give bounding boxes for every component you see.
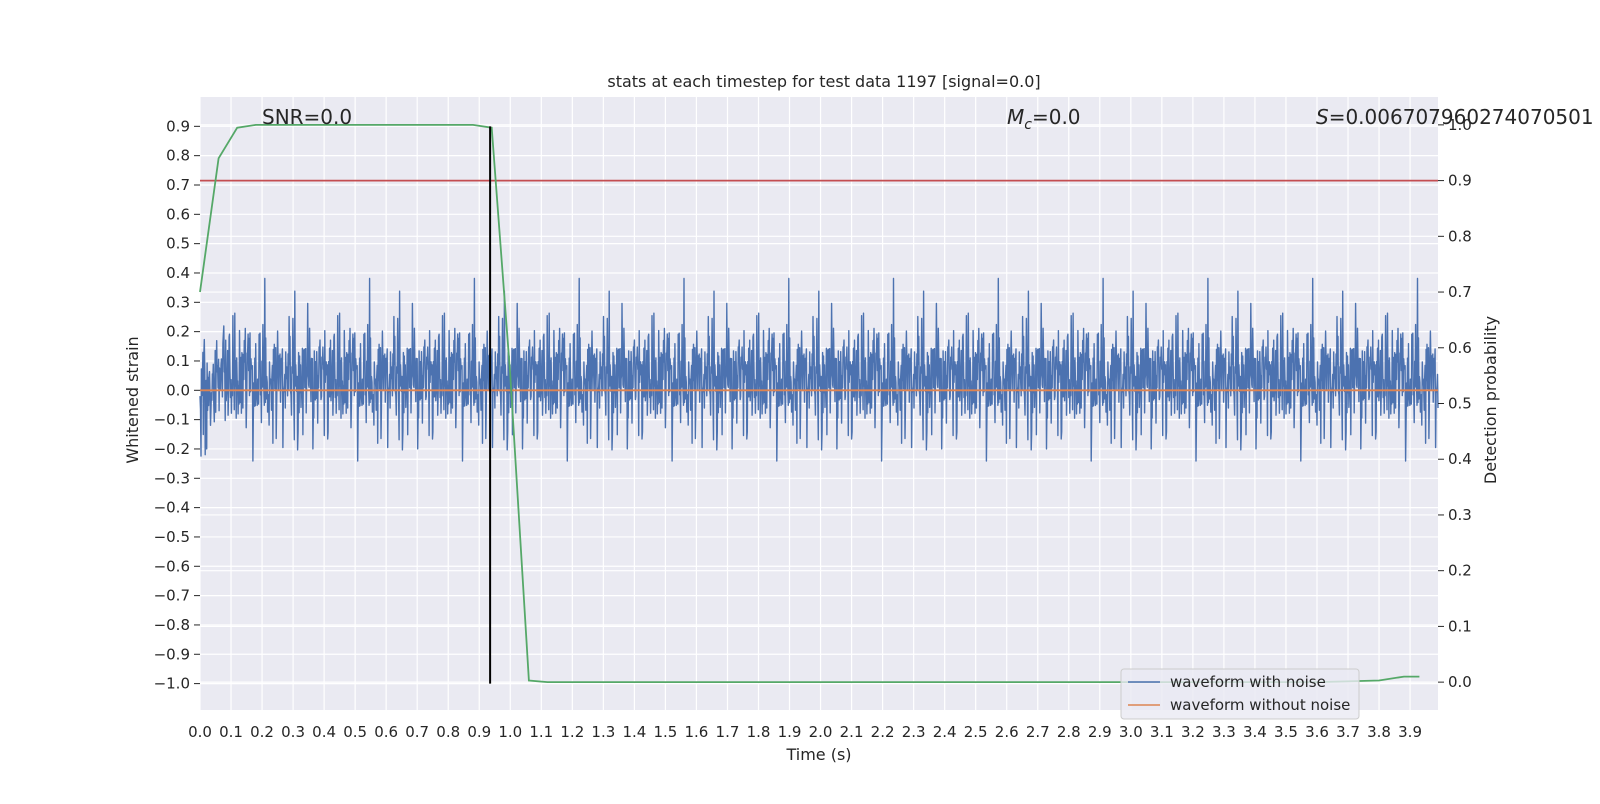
x-tick-label: 3.4	[1243, 723, 1267, 741]
y-axis-title: Whitened strain	[123, 336, 142, 463]
chart-title: stats at each timestep for test data 119…	[607, 72, 1040, 91]
s-value: =0.006707960274070501	[1329, 105, 1594, 129]
x-tick-label: 0.3	[281, 723, 305, 741]
mc-value: =0.0	[1032, 105, 1081, 129]
x-tick-label: 3.8	[1367, 723, 1391, 741]
x-axis-title: Time (s)	[785, 745, 851, 764]
y2-tick-label: 0.8	[1448, 227, 1472, 245]
x-tick-label: 3.0	[1119, 723, 1143, 741]
x-tick-label: 0.2	[250, 723, 274, 741]
x-tick-label: 1.3	[591, 723, 615, 741]
x-tick-label: 3.6	[1305, 723, 1329, 741]
y-tick-label: 0.0	[166, 381, 190, 399]
y-tick-label: 0.8	[166, 147, 190, 165]
score-annotation: S=0.006707960274070501	[1316, 105, 1594, 129]
y-tick-label: −0.4	[154, 499, 190, 517]
y-tick-label: −0.2	[154, 440, 190, 458]
tick-group: 0.0 0.1 0.2 0.3 0.4 0.5 0.6 0.7 0.8 0.9 1.0 1.1 1.2 1…	[154, 116, 1472, 741]
x-tick-label: 0.9	[467, 723, 491, 741]
y-tick-label: −1.0	[154, 675, 190, 693]
legend-box	[1120, 668, 1360, 720]
x-tick-label: 2.0	[809, 723, 833, 741]
y2-tick-label: 0.0	[1448, 673, 1472, 691]
mc-subscript: c	[1024, 117, 1032, 133]
snr-annotation: SNR=0.0	[262, 105, 352, 129]
y-tick-label: 0.4	[166, 264, 190, 282]
y2-axis-title: Detection probability	[1481, 316, 1500, 484]
y-tick-label: −0.6	[154, 557, 190, 575]
y-tick-label: −0.3	[154, 469, 190, 487]
x-tick-label: 1.6	[685, 723, 709, 741]
y2-tick-label: 1.0	[1448, 116, 1472, 134]
x-tick-label: 2.2	[871, 723, 895, 741]
x-tick-label: 1.5	[653, 723, 677, 741]
x-tick-label: 3.5	[1274, 723, 1298, 741]
y2-tick-label: 0.6	[1448, 339, 1472, 357]
x-tick-label: 2.5	[964, 723, 988, 741]
x-tick-label: 3.1	[1150, 723, 1174, 741]
legend: waveform with noise waveform without noi…	[1120, 668, 1360, 720]
x-tick-label: 2.9	[1088, 723, 1112, 741]
y-tick-label: 0.6	[166, 205, 190, 223]
x-tick-label: 3.7	[1336, 723, 1360, 741]
x-tick-label: 2.6	[995, 723, 1019, 741]
y-tick-label: −0.1	[154, 411, 190, 429]
legend-clean-label: waveform without noise	[1170, 696, 1350, 714]
x-tick-label: 1.9	[778, 723, 802, 741]
x-tick-label: 0.0	[188, 723, 212, 741]
x-tick-label: 2.4	[933, 723, 957, 741]
x-tick-label: 0.4	[312, 723, 336, 741]
y2-tick-label: 0.2	[1448, 562, 1472, 580]
y2-tick-label: 0.4	[1448, 450, 1472, 468]
legend-noise-label: waveform with noise	[1170, 673, 1326, 691]
y-tick-label: 0.1	[166, 352, 190, 370]
x-tick-label: 1.1	[529, 723, 553, 741]
x-tick-label: 1.2	[560, 723, 584, 741]
y-tick-label: −0.9	[154, 645, 190, 663]
x-tick-label: 1.4	[622, 723, 646, 741]
y-tick-label: 0.7	[166, 176, 190, 194]
x-tick-label: 2.8	[1057, 723, 1081, 741]
y2-tick-label: 0.5	[1448, 395, 1472, 413]
y-tick-label: −0.5	[154, 528, 190, 546]
x-tick-label: 0.7	[405, 723, 429, 741]
x-tick-label: 0.5	[343, 723, 367, 741]
chirp-mass-annotation: Mc=0.0	[1007, 105, 1081, 133]
x-tick-label: 0.6	[374, 723, 398, 741]
x-tick-label: 1.0	[498, 723, 522, 741]
y2-tick-label: 0.9	[1448, 172, 1472, 190]
y-tick-label: −0.7	[154, 587, 190, 605]
y-tick-label: 0.3	[166, 293, 190, 311]
x-tick-label: 0.8	[436, 723, 460, 741]
y2-tick-label: 0.1	[1448, 617, 1472, 635]
x-tick-label: 1.7	[716, 723, 740, 741]
x-tick-label: 0.1	[219, 723, 243, 741]
y-tick-label: 0.9	[166, 117, 190, 135]
s-symbol: S	[1316, 105, 1329, 129]
x-tick-label: 3.2	[1181, 723, 1205, 741]
x-tick-label: 2.3	[902, 723, 926, 741]
y-tick-label: −0.8	[154, 616, 190, 634]
x-tick-label: 1.8	[747, 723, 771, 741]
x-tick-label: 2.7	[1026, 723, 1050, 741]
y2-tick-label: 0.7	[1448, 283, 1472, 301]
x-tick-label: 3.3	[1212, 723, 1236, 741]
x-tick-label: 3.9	[1398, 723, 1422, 741]
y-tick-label: 0.2	[166, 323, 190, 341]
x-tick-label: 2.1	[840, 723, 864, 741]
noise-series-group	[199, 277, 1439, 462]
noise-waveform-line	[199, 277, 1439, 462]
y2-tick-label: 0.3	[1448, 506, 1472, 524]
mc-symbol: M	[1007, 105, 1024, 129]
y-tick-label: 0.5	[166, 235, 190, 253]
